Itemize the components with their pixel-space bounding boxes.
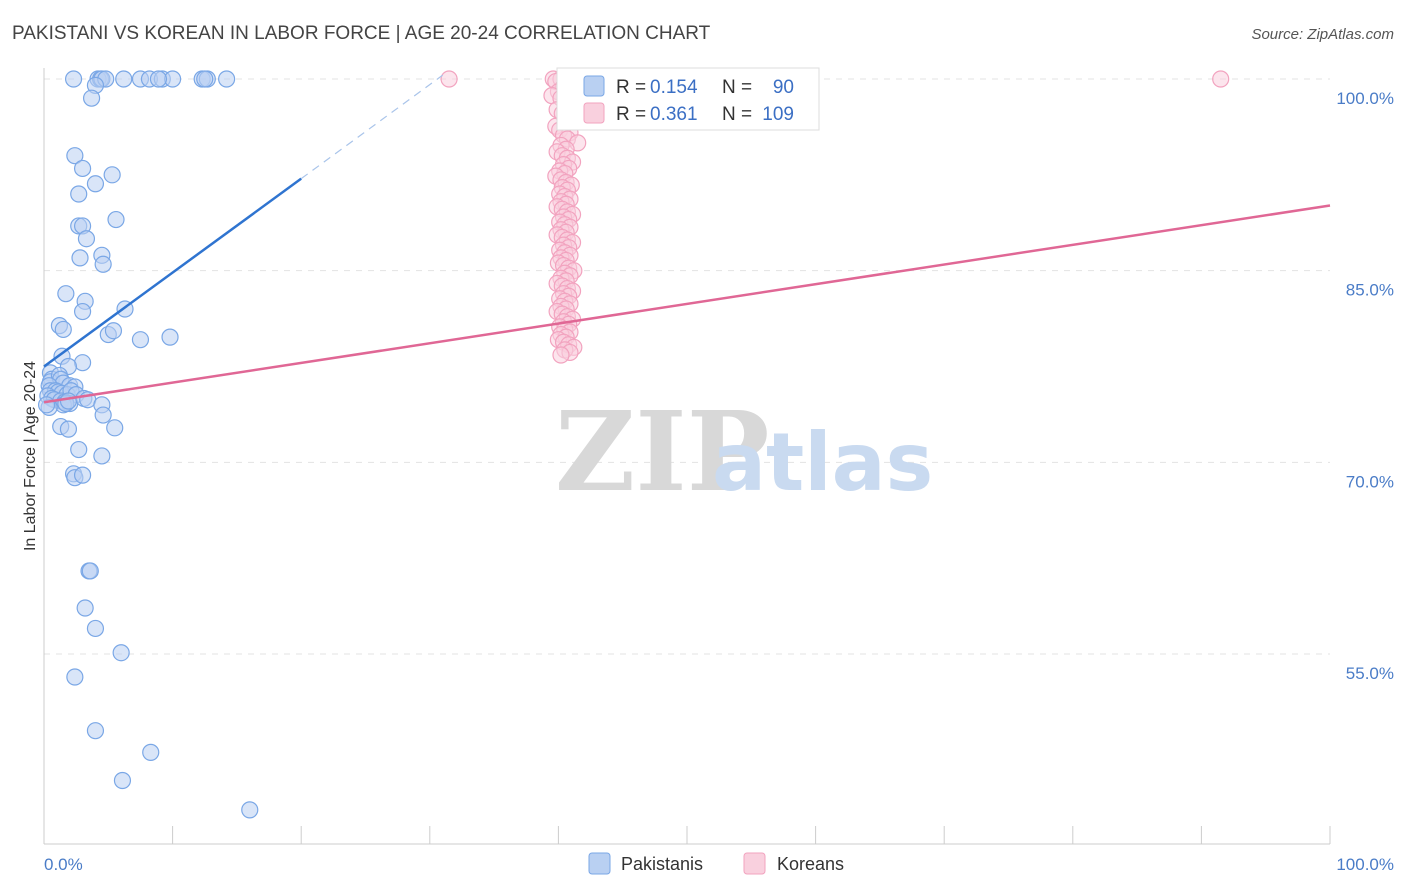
watermark-atlas: atlas [712,416,933,509]
chart-source: Source: ZipAtlas.com [1251,26,1394,43]
bottom-legend-label-koreans: Koreans [777,854,844,874]
pakistanis-point-25 [107,210,125,229]
pakistanis-point-84 [86,619,105,638]
pakistanis-point-76 [70,440,88,459]
legend-n-value-1: 90 [773,77,794,98]
pakistanis-point-80 [73,466,92,484]
y-tick-label-70: 70.0% [1346,472,1394,491]
pakistanis-point-10 [149,70,168,88]
legend-r-label-1: R = [616,77,646,98]
watermark: ZIP atlas [555,387,933,516]
chart-title: PAKISTANI VS KOREAN IN LABOR FORCE | AGE… [12,23,711,44]
koreans-point-108 [552,346,570,364]
pakistanis-point-18 [73,159,92,178]
pakistanis-point-21 [70,185,88,203]
legend-r-value-2: 0.361 [650,104,698,125]
pakistanis-point-77 [93,447,111,465]
pakistanis-points [37,70,259,819]
legend-r-label-2: R = [616,104,646,125]
pakistanis-point-29 [57,285,75,303]
pakistanis-point-26 [71,249,89,267]
pakistanis-point-31 [73,302,92,321]
pakistanis-point-85 [112,644,130,662]
bottom-legend: Pakistanis Koreans [588,852,844,875]
pakistanis-point-0 [64,70,83,88]
x-axis-ticks [172,826,1331,844]
y-tick-label-85: 85.0% [1346,281,1394,300]
pakistanis-point-83 [76,599,94,617]
legend-n-label-1: N = [722,77,752,98]
pakistanis-point-88 [142,743,160,761]
trend-lines [43,74,1331,404]
stats-legend: R = 0.154 N = 90 R = 0.361 N = 109 [556,67,820,131]
pakistanis-point-37 [131,331,150,349]
bottom-legend-swatch-pakistanis [588,852,611,875]
pakistanis-point-66 [37,396,56,414]
watermark-zip: ZIP [555,387,769,516]
pakistanis-point-24 [77,230,96,248]
pakistanis-point-14 [196,70,214,88]
koreans-point-4 [1212,70,1230,88]
y-tick-label-100: 100.0% [1336,89,1394,108]
x-tick-label-min: 0.0% [44,855,83,874]
pakistanis-point-40 [73,354,92,372]
pakistanis-point-72 [94,406,112,424]
pakistanis-point-16 [82,89,101,107]
pakistanis-point-20 [103,166,121,184]
pakistanis-point-68 [59,392,78,410]
pakistanis-point-38 [161,328,179,346]
bottom-legend-label-pakistanis: Pakistanis [621,854,703,874]
pakistanis-point-13 [218,70,236,88]
koreans-trend-line [43,204,1331,404]
pakistanis-point-34 [54,320,72,339]
legend-n-label-2: N = [722,104,752,125]
bottom-legend-swatch-koreans [743,852,766,875]
pakistanis-point-89 [113,771,132,790]
pakistanis-point-5 [115,70,133,88]
pakistanis-point-73 [106,419,124,437]
pakistanis-point-36 [104,322,123,340]
pakistanis-point-90 [241,801,259,819]
koreans-point-0 [440,70,458,88]
legend-r-value-1: 0.154 [650,77,698,98]
legend-swatch-koreans [583,102,605,124]
pakistanis-point-86 [66,668,84,686]
pakistanis-point-19 [86,175,105,193]
pakistanis-point-87 [86,722,105,740]
pakistanis-point-82 [81,562,99,580]
legend-n-value-2: 109 [762,104,794,125]
grid-lines [44,78,1330,655]
y-axis-label: In Labor Force | Age 20-24 [22,361,39,551]
y-tick-labels: 100.0% 85.0% 70.0% 55.0% [1336,89,1394,683]
y-tick-label-55: 55.0% [1346,664,1394,683]
pakistanis-trend-line [43,177,302,368]
pakistanis-point-17 [66,147,84,165]
pakistanis-trend-extension [300,74,444,180]
x-tick-label-max: 100.0% [1336,855,1394,874]
pakistanis-point-75 [59,420,78,438]
pakistanis-point-28 [94,255,112,273]
legend-swatch-pakistanis [583,75,605,97]
